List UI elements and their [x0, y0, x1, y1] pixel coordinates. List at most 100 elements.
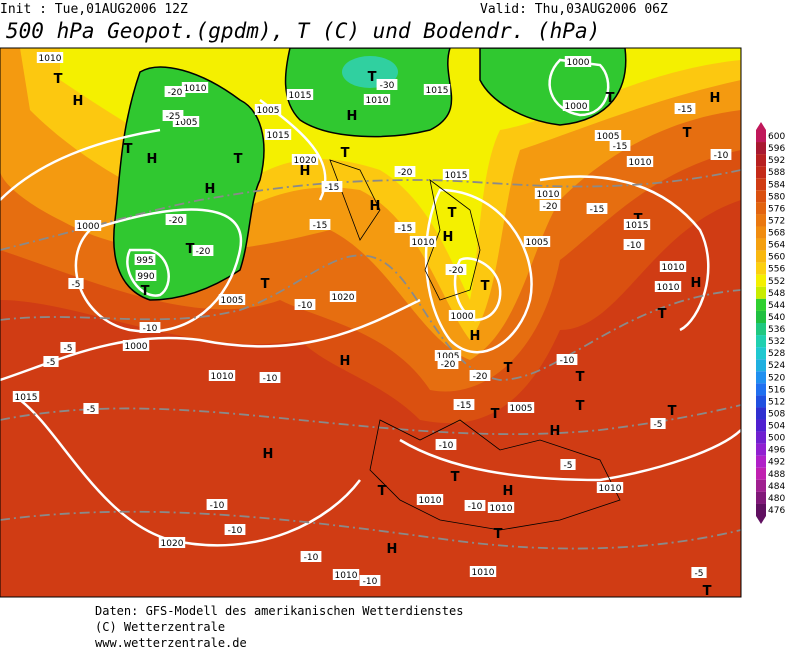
- contour-label: 1005: [437, 352, 460, 362]
- contour-label-box: [254, 104, 282, 115]
- pressure-center: T: [481, 279, 490, 294]
- contour-label: -5: [47, 358, 56, 368]
- contour-label-box: [423, 84, 451, 95]
- contour-label-box: [534, 188, 562, 199]
- contour-label: -10: [627, 241, 642, 251]
- contour-label-box: [12, 391, 40, 402]
- contour-label: 1005: [175, 118, 198, 128]
- contour-label-box: [448, 310, 476, 321]
- colorbar-swatch: [756, 347, 766, 360]
- colorbar-label: 544: [768, 301, 785, 311]
- contour-label: 1020: [332, 293, 355, 303]
- colorbar-label: 600: [768, 132, 785, 142]
- contour-label: 1015: [289, 91, 312, 101]
- map-title: 500 hPa Geopot.(gpdm), T (C) und Bodendr…: [6, 19, 600, 43]
- contour-label-box: [609, 140, 631, 151]
- pressure-center: H: [300, 164, 311, 179]
- low-northeast: [479, 48, 627, 126]
- contour-label-box: [181, 82, 209, 93]
- contour-label: 1010: [412, 238, 435, 248]
- colorbar-swatch: [756, 166, 766, 179]
- contour-label-box: [224, 524, 246, 535]
- contour-label: 1010: [657, 283, 680, 293]
- contour-label-box: [654, 281, 682, 292]
- pressure-center: T: [341, 146, 350, 161]
- contour-label-box: [259, 372, 281, 383]
- isobar: [0, 298, 421, 382]
- colorbar-swatch: [756, 250, 766, 263]
- contour-label-box: [60, 342, 76, 353]
- contour-label-box: [294, 299, 316, 310]
- contour-label-box: [192, 245, 214, 256]
- colorbar-label: 504: [768, 422, 785, 432]
- pressure-center: T: [668, 404, 677, 419]
- pressure-center: T: [448, 206, 457, 221]
- contour-label: -5: [72, 280, 81, 290]
- contour-label-box: [208, 370, 236, 381]
- contour-label: 1000: [125, 342, 148, 352]
- pressure-center: T: [491, 407, 500, 422]
- colorbar-label: 572: [768, 216, 785, 226]
- map-area: THTHTHTTTTHTHHTHTHHTTHTTHTHTTTTHTHTTHT10…: [0, 48, 741, 597]
- colorbar-swatch: [756, 226, 766, 239]
- contour-label-box: [710, 149, 732, 160]
- low-greenland: [113, 66, 265, 301]
- contour-label: -20: [168, 88, 183, 98]
- contour-label: -15: [678, 105, 693, 115]
- contour-label-box: [264, 129, 292, 140]
- pressure-center: T: [606, 91, 615, 106]
- contour-label-box: [162, 110, 184, 121]
- isobar: [74, 208, 243, 333]
- contour-label-box: [329, 291, 357, 302]
- isobar: [453, 257, 502, 322]
- contour-label: -5: [64, 344, 73, 354]
- contour-label: -25: [166, 112, 181, 122]
- contour-label: 1005: [221, 296, 244, 306]
- contour-label: 1005: [257, 106, 280, 116]
- contour-label: -10: [263, 374, 278, 384]
- colorbar-swatch: [756, 371, 766, 384]
- pressure-center: T: [124, 142, 133, 157]
- contour-label-box: [359, 575, 381, 586]
- contour-label: 1000: [565, 102, 588, 112]
- pressure-center: H: [550, 424, 561, 439]
- contour-label: 1010: [335, 571, 358, 581]
- contour-label-box: [507, 402, 535, 413]
- pressure-center: H: [387, 542, 398, 557]
- contour-label: 1015: [15, 393, 38, 403]
- contour-label-box: [560, 459, 576, 470]
- contour-label: 1010: [472, 568, 495, 578]
- contour-label-box: [434, 350, 462, 361]
- colorbar-swatch: [756, 154, 766, 167]
- contour-label: 1020: [161, 539, 184, 549]
- colorbar-swatch: [756, 142, 766, 155]
- colorbar-label: 476: [768, 506, 785, 516]
- colorbar-label: 480: [768, 494, 785, 504]
- pressure-center: H: [691, 276, 702, 291]
- contour-label: 1010: [599, 484, 622, 494]
- contour-label: 1010: [39, 54, 62, 64]
- contour-label-box: [469, 566, 497, 577]
- colorbar-swatch: [756, 190, 766, 203]
- contour-label-box: [164, 86, 186, 97]
- contour-label-box: [139, 322, 161, 333]
- contour-label: -10: [560, 356, 575, 366]
- colorbar-label: 592: [768, 156, 785, 166]
- contour-label-box: [556, 354, 578, 365]
- contour-label-box: [626, 156, 654, 167]
- contour-label: -20: [543, 202, 558, 212]
- colorbar-swatch: [756, 238, 766, 251]
- colorbar-label: 532: [768, 337, 785, 347]
- contour-label: -20: [441, 360, 456, 370]
- contour-label-box: [691, 567, 707, 578]
- pressure-center: T: [683, 126, 692, 141]
- contour-label-box: [158, 537, 186, 548]
- colorbar-swatch: [756, 129, 766, 143]
- colorbar-arrow: [756, 516, 766, 525]
- contour-label-box: [586, 203, 608, 214]
- contour-label-box: [332, 569, 360, 580]
- colorbar-label: 596: [768, 144, 785, 154]
- pressure-center: H: [470, 329, 481, 344]
- colorbar-swatch: [756, 323, 766, 336]
- contour-label-box: [596, 482, 624, 493]
